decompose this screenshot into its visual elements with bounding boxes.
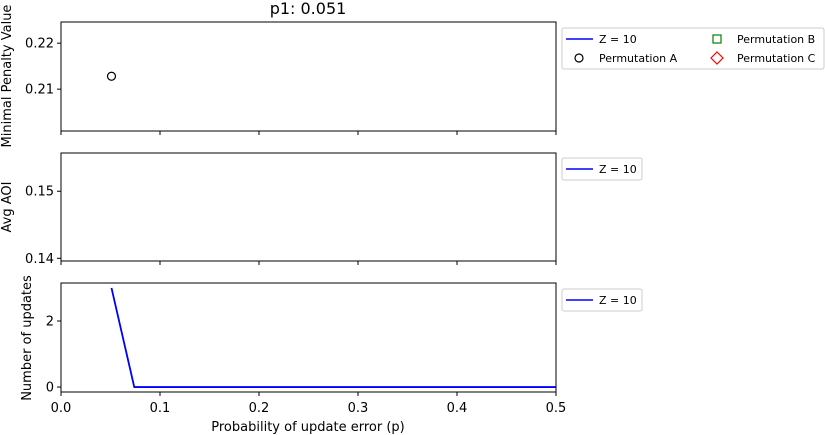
plot-area xyxy=(60,152,557,262)
y-ticks: 0.21 0.22 xyxy=(25,37,61,98)
y-axis-label: Avg AOI xyxy=(0,182,15,233)
y-tick-label: 0.21 xyxy=(25,83,54,98)
y-axis-label: Number of updates xyxy=(20,275,35,401)
legend-label-permutation-c: Permutation C xyxy=(737,52,816,65)
x-tick-label: 0.1 xyxy=(150,401,171,416)
x-tick-label: 0.5 xyxy=(546,401,567,416)
x-ticks: 0.0 0.1 0.2 0.3 0.4 0.5 xyxy=(51,392,567,416)
legend-frame xyxy=(561,288,643,312)
legend-frame xyxy=(561,157,643,181)
x-tick-label: 0.0 xyxy=(51,401,72,416)
y-tick-label: 0.15 xyxy=(25,185,54,200)
series-layer xyxy=(110,287,556,388)
panel-minimal-penalty: 0.21 0.22 Minimal Penalty Value Z = 10 Pe… xyxy=(0,5,825,148)
legend-circle-marker xyxy=(574,53,584,63)
plot-area xyxy=(60,21,557,132)
legend: Z = 10 xyxy=(561,288,643,312)
y-tick-label: 0.22 xyxy=(25,37,54,52)
legend-label-permutation-a: Permutation A xyxy=(599,52,678,65)
legend-diamond-marker xyxy=(710,51,724,65)
panel-number-of-updates: 02 0.0 0.1 0.2 0.3 0.4 0.5 Number of updates … xyxy=(20,275,643,416)
x-tick-label: 0.4 xyxy=(447,401,468,416)
x-ticks xyxy=(60,131,557,135)
y-tick-label: 2 xyxy=(46,314,54,329)
legend: Z = 10 Permutation A Permutation B Permu… xyxy=(561,27,825,70)
panel-avg-aoi: 0.14 0.15 Avg AOI Z = 10 xyxy=(0,152,643,267)
y-ticks: 02 xyxy=(46,314,61,396)
series-line-z10 xyxy=(110,287,556,388)
y-ticks: 0.14 0.15 xyxy=(25,185,61,267)
legend: Z = 10 xyxy=(561,157,643,181)
plot-area xyxy=(60,282,557,393)
legend-square-marker xyxy=(712,34,722,44)
y-tick-label: 0 xyxy=(46,381,54,396)
x-ticks xyxy=(60,261,557,265)
legend-label-z10: Z = 10 xyxy=(599,294,637,307)
x-tick-label: 0.3 xyxy=(348,401,369,416)
y-tick-label: 0.14 xyxy=(25,252,54,267)
legend-label-z10: Z = 10 xyxy=(599,33,637,46)
legend-frame xyxy=(561,27,825,70)
figure-title: p1: 0.051 xyxy=(270,0,347,18)
series-layer xyxy=(106,71,117,81)
legend-label-permutation-b: Permutation B xyxy=(737,33,815,46)
data-point-permutation-a xyxy=(106,71,117,81)
x-tick-label: 0.2 xyxy=(249,401,270,416)
x-axis-label: Probability of update error (p) xyxy=(211,420,404,435)
legend-label-z10: Z = 10 xyxy=(599,163,637,176)
y-axis-label: Minimal Penalty Value xyxy=(0,5,15,148)
